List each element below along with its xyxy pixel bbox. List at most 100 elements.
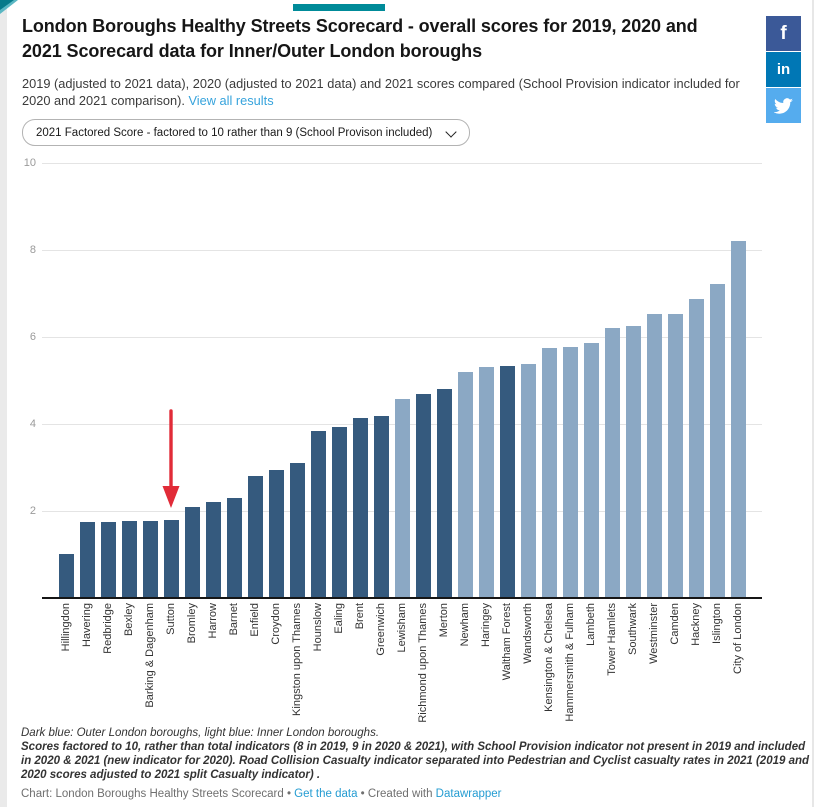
y-tick-label-2: 2 bbox=[29, 505, 36, 517]
chart-description: 2019 (adjusted to 2021 data), 2020 (adju… bbox=[22, 75, 747, 109]
facebook-icon: f bbox=[780, 23, 787, 44]
twitter-bird-icon bbox=[774, 97, 793, 114]
share-linkedin-button[interactable]: in bbox=[766, 52, 801, 87]
bar-kensington-chelsea[interactable] bbox=[541, 348, 557, 598]
created-with-text: Created with bbox=[367, 788, 433, 800]
bar-harrow[interactable] bbox=[205, 502, 221, 598]
x-label-hammersmith-fulham: Hammersmith & Fulham bbox=[563, 603, 576, 722]
datawrapper-link[interactable]: Datawrapper bbox=[435, 788, 502, 800]
left-edge-strip bbox=[0, 0, 7, 807]
share-toolbar: f in bbox=[766, 16, 801, 124]
x-label-hackney: Hackney bbox=[689, 603, 702, 646]
chart-notes: Dark blue: Outer London boroughs, light … bbox=[21, 726, 812, 782]
bar-merton[interactable] bbox=[436, 389, 452, 598]
score-select[interactable]: 2021 Factored Score - factored to 10 rat… bbox=[22, 119, 470, 146]
chart-title: London Boroughs Healthy Streets Scorecar… bbox=[22, 16, 698, 61]
x-label-westminster: Westminster bbox=[647, 603, 660, 664]
x-label-ealing: Ealing bbox=[332, 603, 345, 634]
separator: • bbox=[286, 788, 291, 800]
bar-hammersmith-fulham[interactable] bbox=[562, 347, 578, 598]
x-label-camden: Camden bbox=[668, 603, 681, 645]
x-label-redbridge: Redbridge bbox=[101, 603, 114, 654]
bar-kingston-upon-thames[interactable] bbox=[289, 463, 305, 598]
bar-enfield[interactable] bbox=[247, 476, 263, 598]
x-label-waltham-forest: Waltham Forest bbox=[500, 603, 513, 681]
x-label-sutton: Sutton bbox=[164, 603, 177, 635]
bar-lambeth[interactable] bbox=[583, 343, 599, 598]
bar-southwark[interactable] bbox=[625, 325, 641, 598]
x-label-brent: Brent bbox=[353, 603, 366, 630]
bar-tower-hamlets[interactable] bbox=[604, 327, 620, 598]
bar-sutton[interactable] bbox=[163, 519, 179, 598]
x-label-barking-dagenham: Barking & Dagenham bbox=[143, 603, 156, 708]
chart-credit: Chart: London Boroughs Healthy Streets S… bbox=[21, 788, 284, 800]
x-label-kingston-upon-thames: Kingston upon Thames bbox=[290, 603, 303, 716]
bar-waltham-forest[interactable] bbox=[499, 366, 515, 598]
separator: • bbox=[360, 788, 365, 800]
bar-westminster[interactable] bbox=[646, 314, 662, 598]
view-all-results-link[interactable]: View all results bbox=[188, 93, 274, 108]
x-label-croydon: Croydon bbox=[269, 603, 282, 645]
x-label-wandsworth: Wandsworth bbox=[521, 603, 534, 664]
gridline-10 bbox=[42, 162, 762, 164]
linkedin-icon: in bbox=[776, 61, 791, 78]
y-tick-label-8: 8 bbox=[29, 244, 36, 256]
bar-hillingdon[interactable] bbox=[58, 553, 74, 598]
corner-accent-icon bbox=[0, 0, 18, 14]
bar-lewisham[interactable] bbox=[394, 399, 410, 598]
x-label-harrow: Harrow bbox=[206, 603, 219, 639]
share-twitter-button[interactable] bbox=[766, 88, 801, 123]
byline: Chart: London Boroughs Healthy Streets S… bbox=[21, 788, 812, 800]
description-text: 2019 (adjusted to 2021 data), 2020 (adju… bbox=[22, 76, 740, 108]
get-the-data-link[interactable]: Get the data bbox=[294, 788, 358, 800]
bar-havering[interactable] bbox=[79, 522, 95, 598]
x-label-hillingdon: Hillingdon bbox=[59, 603, 72, 652]
bar-redbridge[interactable] bbox=[100, 522, 116, 598]
bar-newham[interactable] bbox=[457, 371, 473, 598]
x-label-city-of-london: City of London bbox=[731, 603, 744, 674]
x-label-haringey: Haringey bbox=[479, 603, 492, 648]
x-label-merton: Merton bbox=[437, 603, 450, 638]
x-axis-line bbox=[42, 597, 762, 599]
x-label-enfield: Enfield bbox=[248, 603, 261, 637]
x-label-islington: Islington bbox=[710, 603, 723, 644]
x-label-barnet: Barnet bbox=[227, 603, 240, 636]
bar-islington[interactable] bbox=[709, 284, 725, 598]
y-tick-label-10: 10 bbox=[23, 157, 36, 169]
right-edge-line bbox=[812, 0, 814, 807]
bar-richmond-upon-thames[interactable] bbox=[415, 393, 431, 598]
bar-city-of-london[interactable] bbox=[730, 240, 746, 598]
bar-barking-dagenham[interactable] bbox=[142, 520, 158, 598]
gridline-6 bbox=[42, 336, 762, 338]
bar-bromley[interactable] bbox=[184, 506, 200, 598]
bar-barnet[interactable] bbox=[226, 497, 242, 598]
x-label-hounslow: Hounslow bbox=[311, 603, 324, 652]
bar-bexley[interactable] bbox=[121, 520, 137, 598]
x-label-tower-hamlets: Tower Hamlets bbox=[605, 603, 618, 676]
x-label-richmond-upon-thames: Richmond upon Thames bbox=[416, 603, 429, 723]
bar-brent[interactable] bbox=[352, 417, 368, 598]
active-tab-indicator bbox=[293, 4, 385, 11]
annotation-arrow bbox=[157, 408, 185, 510]
bar-camden[interactable] bbox=[667, 314, 683, 598]
x-label-bromley: Bromley bbox=[185, 603, 198, 644]
share-facebook-button[interactable]: f bbox=[766, 16, 801, 51]
bar-greenwich[interactable] bbox=[373, 416, 389, 598]
gridline-8 bbox=[42, 249, 762, 251]
bar-hounslow[interactable] bbox=[310, 430, 326, 598]
score-select-value: 2021 Factored Score - factored to 10 rat… bbox=[36, 126, 433, 139]
y-tick-label-4: 4 bbox=[29, 418, 36, 430]
y-tick-label-6: 6 bbox=[29, 331, 36, 343]
x-label-newham: Newham bbox=[458, 603, 471, 647]
bar-wandsworth[interactable] bbox=[520, 363, 536, 598]
x-label-greenwich: Greenwich bbox=[374, 603, 387, 656]
x-label-havering: Havering bbox=[80, 603, 93, 648]
x-label-lewisham: Lewisham bbox=[395, 603, 408, 653]
bar-croydon[interactable] bbox=[268, 469, 284, 598]
x-label-southwark: Southwark bbox=[626, 603, 639, 655]
bar-ealing[interactable] bbox=[331, 427, 347, 598]
bar-haringey[interactable] bbox=[478, 367, 494, 598]
bar-hackney[interactable] bbox=[688, 299, 704, 598]
